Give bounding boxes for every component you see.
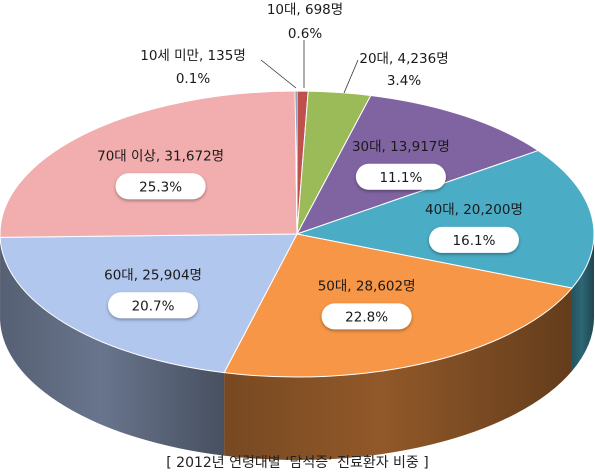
- slice-label-7: 10세 미만, 135명: [140, 48, 246, 64]
- slice-label-2: 30대, 13,917명: [352, 139, 450, 155]
- percent-badge-4: [321, 303, 412, 330]
- slice-percent-4: 22.8%: [345, 309, 388, 325]
- leader-line-1: [343, 59, 359, 94]
- chart-caption: [ 2012년 연령대별 ‘담석증’ 진료환자 비중 ]: [166, 455, 429, 471]
- pie-slices: [0, 90, 595, 378]
- leader-lines: [260, 40, 359, 94]
- slice-3: [295, 150, 595, 289]
- slice-side-shade-4: [224, 288, 572, 460]
- slice-label-4: 50대, 28,602명: [318, 278, 416, 294]
- slice-percent-5: 20.7%: [132, 298, 175, 314]
- slice-percent-7: 0.1%: [176, 71, 210, 87]
- percent-badge-3: [428, 226, 519, 253]
- slice-percent-3: 16.1%: [453, 233, 496, 249]
- slice-percent-2: 11.1%: [379, 170, 422, 186]
- slice-label-5: 60대, 25,904명: [104, 267, 202, 283]
- slice-label-1: 20대, 4,236명: [359, 51, 448, 67]
- slice-labels: 10대, 698명 0.6% 20대, 4,236명 3.4% 30대, 13,917명…: [97, 2, 523, 330]
- leader-line-7: [260, 59, 297, 89]
- slice-side-shade-3: [571, 234, 594, 372]
- percent-badge-6: [115, 173, 206, 200]
- slice-7: [294, 90, 298, 235]
- slice-label-0: 10대, 698명: [267, 2, 343, 18]
- slice-percent-6: 25.3%: [139, 179, 182, 195]
- slice-label-3: 40대, 20,200명: [425, 202, 523, 218]
- slice-percent-1: 3.4%: [387, 73, 421, 89]
- slice-label-6: 70대 이상, 31,672명: [97, 148, 224, 164]
- percent-badge-5: [108, 292, 199, 319]
- slice-6: [0, 90, 298, 238]
- percent-badge-2: [355, 163, 446, 190]
- slice-percent-0: 0.6%: [288, 26, 322, 42]
